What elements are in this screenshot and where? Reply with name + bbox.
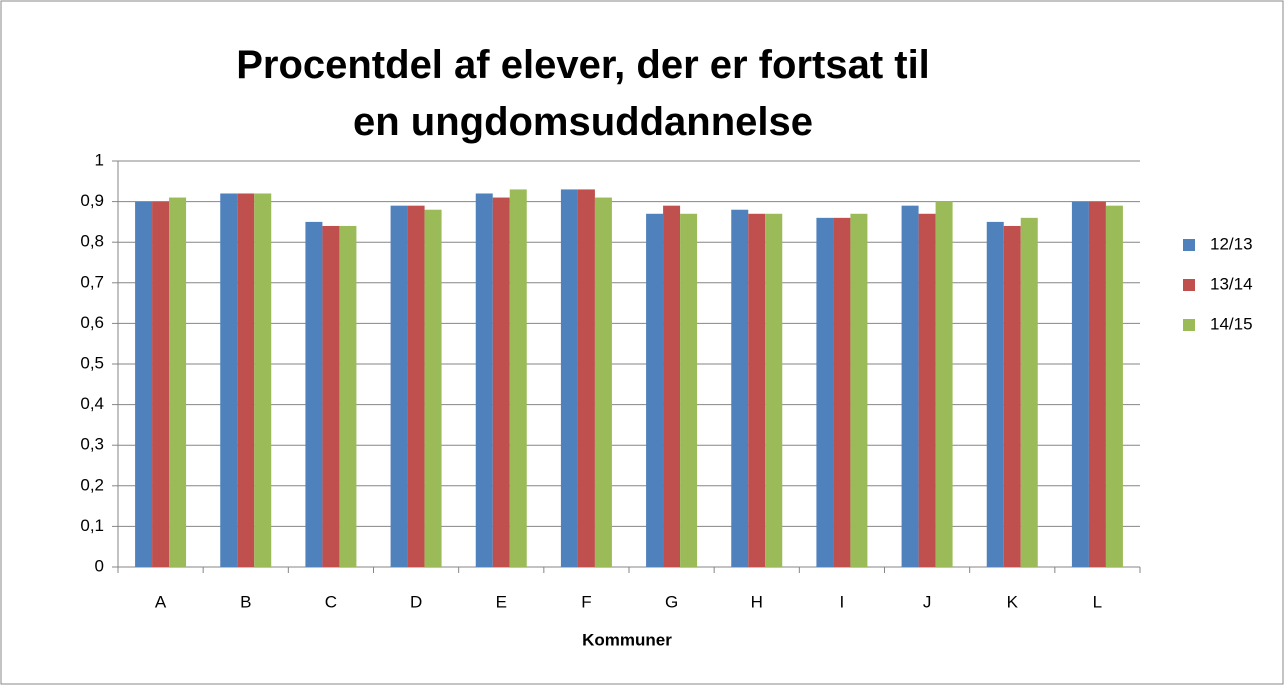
- y-tick-label: 0: [95, 556, 104, 575]
- bar: [135, 201, 153, 567]
- bar: [935, 201, 953, 567]
- bar: [1071, 201, 1089, 567]
- x-tick-label: I: [840, 592, 845, 611]
- y-tick-label: 0,1: [80, 516, 104, 535]
- bar: [816, 217, 834, 567]
- bar: [833, 217, 851, 567]
- x-axis-label: Kommuner: [582, 630, 672, 649]
- bar: [169, 197, 187, 568]
- bar: [322, 225, 340, 567]
- x-tick-label: D: [410, 592, 422, 611]
- bar: [986, 221, 1004, 567]
- legend-label: 14/15: [1210, 314, 1253, 333]
- chart-title: Procentdel af elever, der er fortsat til…: [236, 43, 930, 144]
- x-tick-label: L: [1093, 592, 1102, 611]
- x-tick-label: F: [581, 592, 591, 611]
- bar: [220, 193, 238, 568]
- bar: [424, 209, 442, 567]
- bar: [152, 201, 170, 567]
- bar: [918, 213, 936, 567]
- y-tick-label: 0,5: [80, 353, 104, 372]
- x-tick-label: C: [325, 592, 337, 611]
- x-tick-label: B: [240, 592, 251, 611]
- bar: [901, 205, 919, 567]
- bar: [305, 221, 323, 567]
- bar: [390, 205, 408, 567]
- bar: [680, 213, 698, 567]
- bar: [509, 189, 527, 568]
- bar: [1105, 205, 1123, 567]
- bar: [663, 205, 681, 567]
- x-tick-label: H: [751, 592, 763, 611]
- x-tick-label: J: [923, 592, 932, 611]
- legend-swatch: [1183, 319, 1195, 331]
- bar: [594, 197, 612, 568]
- legend-swatch: [1183, 279, 1195, 291]
- y-tick-label: 0,2: [80, 475, 104, 494]
- legend-label: 12/13: [1210, 234, 1253, 253]
- x-tick-label: E: [496, 592, 507, 611]
- bar: [560, 189, 578, 568]
- bar: [492, 197, 510, 568]
- bar: [475, 193, 493, 568]
- bar: [748, 213, 766, 567]
- y-tick-label: 0,3: [80, 435, 104, 454]
- legend-swatch: [1183, 239, 1195, 251]
- bar: [407, 205, 425, 567]
- bar: [254, 193, 272, 568]
- x-tick-label: K: [1007, 592, 1019, 611]
- bar: [850, 213, 868, 567]
- x-tick-label: G: [665, 592, 678, 611]
- bar: [765, 213, 783, 567]
- bar: [1003, 225, 1021, 567]
- bar: [731, 209, 749, 567]
- y-tick-label: 0,7: [80, 272, 104, 291]
- bar: [1020, 217, 1038, 567]
- legend-label: 13/14: [1210, 274, 1253, 293]
- bar: [339, 225, 357, 567]
- bar: [237, 193, 255, 568]
- x-tick-label: A: [155, 592, 167, 611]
- y-tick-label: 0,4: [80, 394, 104, 413]
- y-tick-label: 1: [95, 150, 104, 169]
- bar: [646, 213, 664, 567]
- y-tick-label: 0,8: [80, 232, 104, 251]
- y-tick-label: 0,9: [80, 191, 104, 210]
- bar: [1088, 201, 1106, 567]
- bar: [577, 189, 595, 568]
- y-tick-label: 0,6: [80, 313, 104, 332]
